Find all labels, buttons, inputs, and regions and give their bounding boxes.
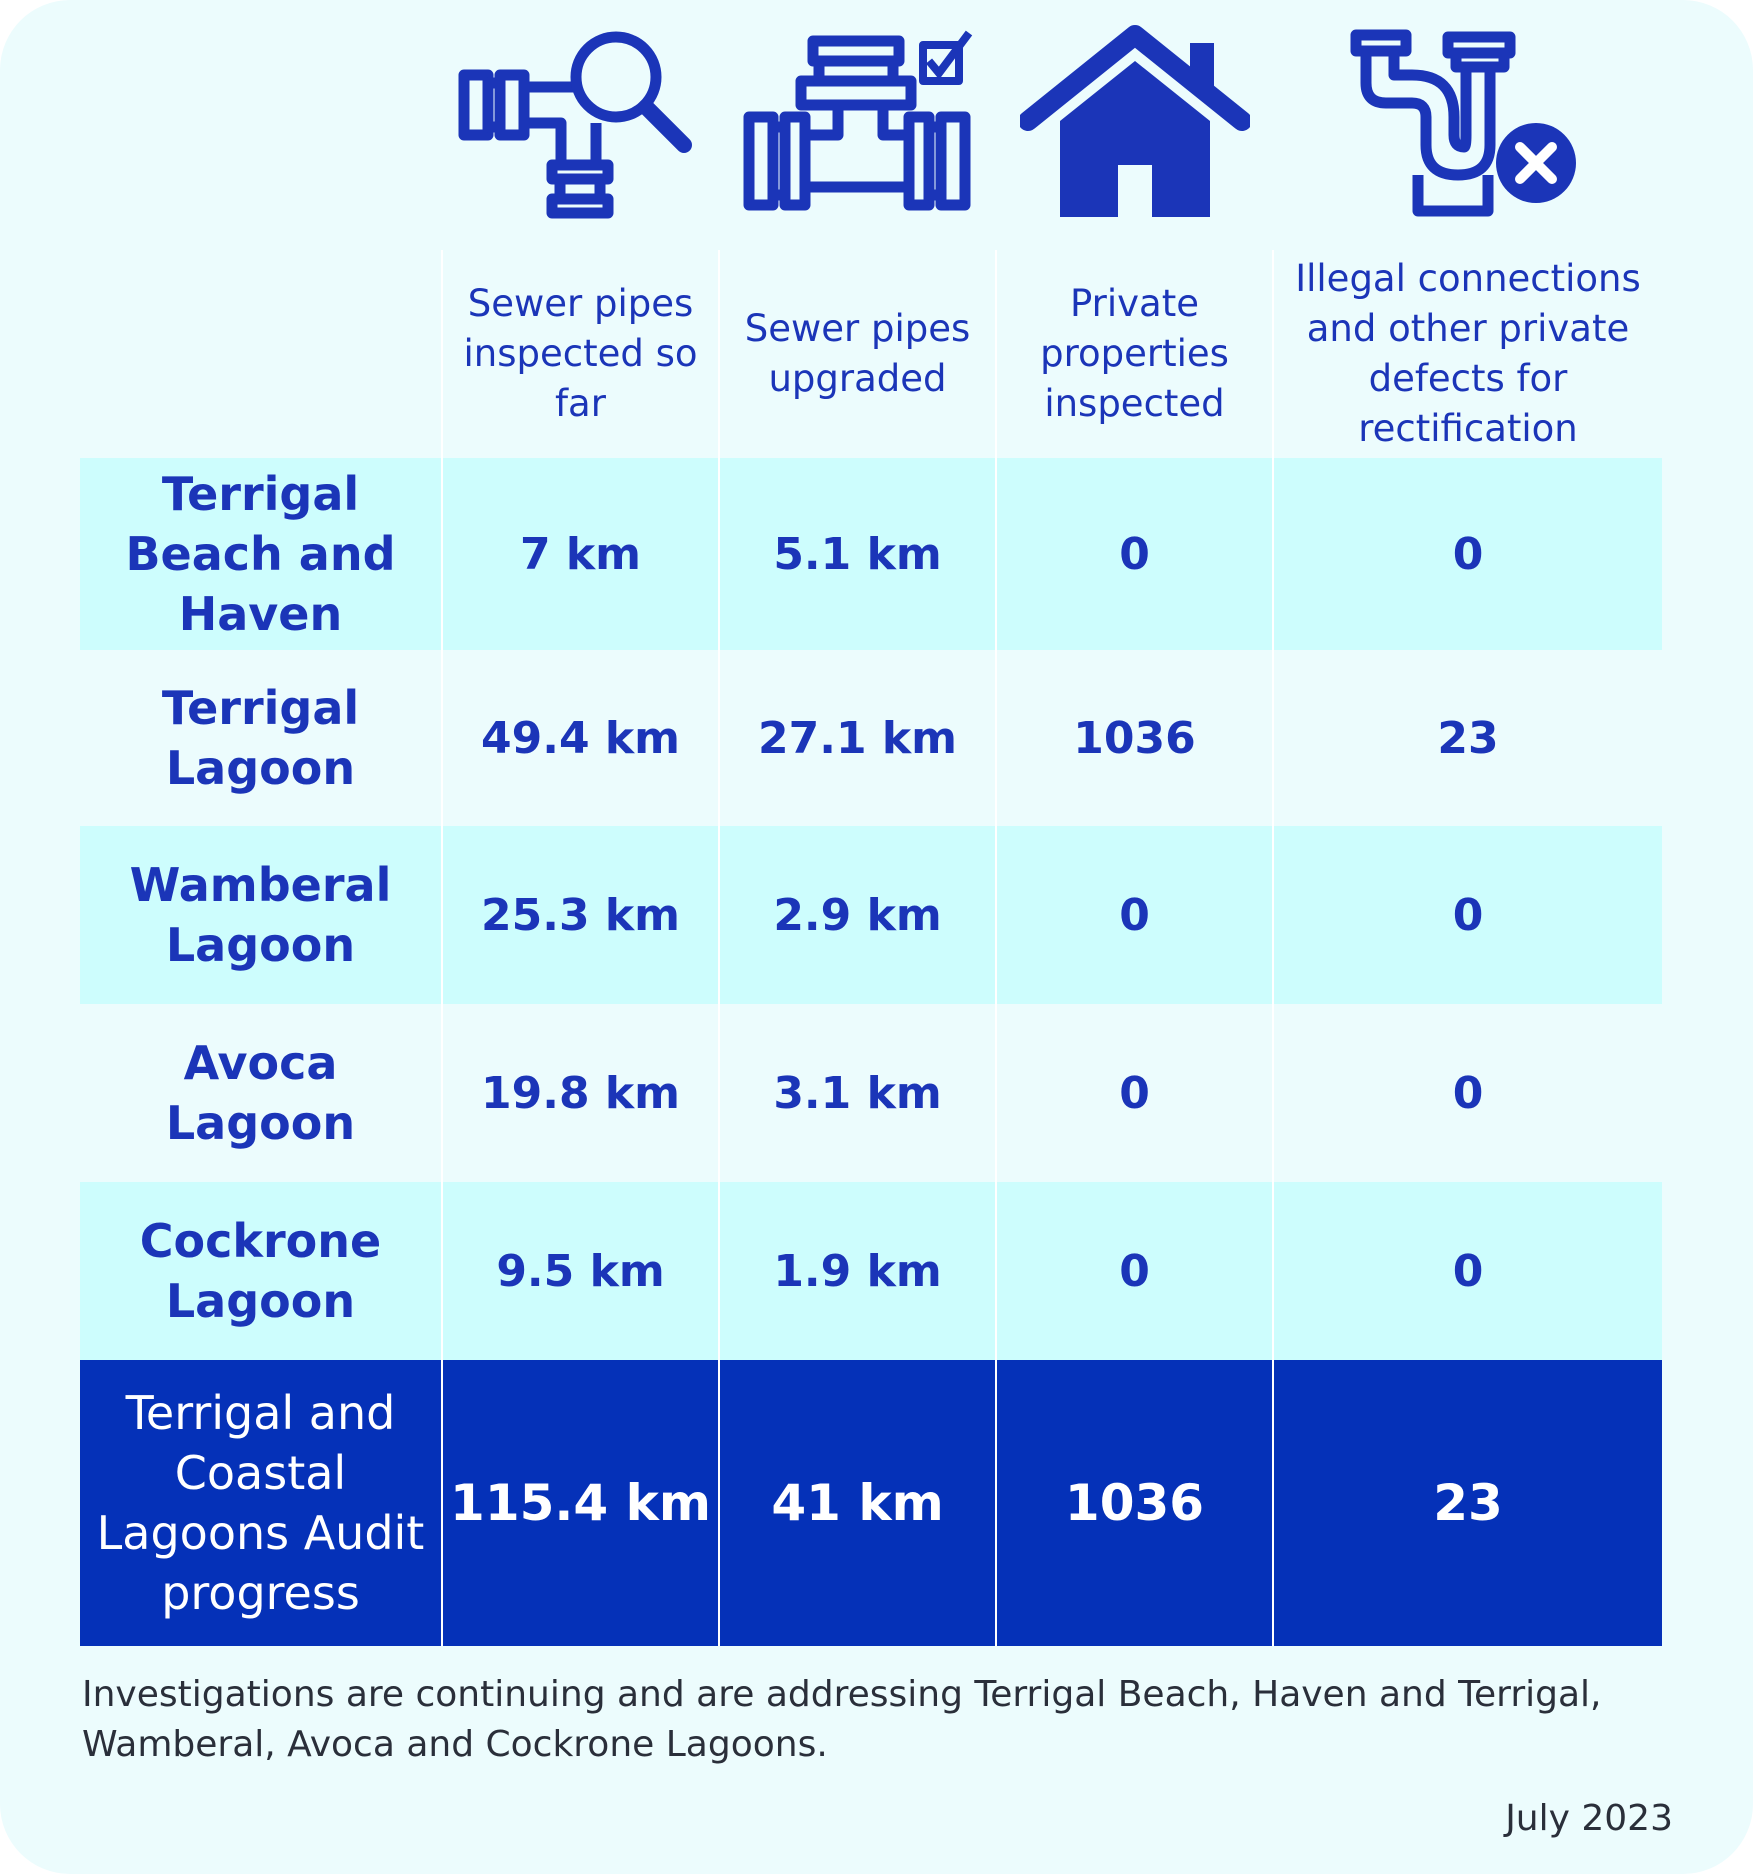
table-row: Terrigal Beach and Haven 7 km 5.1 km 0 0	[80, 458, 1662, 650]
total-label: Terrigal and Coastal Lagoons Audit progr…	[96, 1386, 425, 1620]
cell-defects: 0	[1272, 1004, 1662, 1182]
audit-table: Sewer pipes inspected so far Sewer pipes…	[80, 0, 1662, 1646]
cell-upgraded: 5.1 km	[718, 458, 995, 650]
total-defects: 23	[1272, 1360, 1662, 1646]
cell-defects: 0	[1272, 826, 1662, 1004]
cell-inspected: 19.8 km	[441, 1004, 718, 1182]
footnote: Investigations are continuing and are ad…	[82, 1674, 1602, 1765]
cell-properties: 0	[995, 1004, 1272, 1182]
row-location: Terrigal Beach and Haven	[125, 467, 396, 641]
header-defects: Illegal connections and other private de…	[1272, 250, 1662, 458]
row-location: Wamberal Lagoon	[129, 858, 392, 972]
cell-properties: 0	[995, 1182, 1272, 1360]
total-inspected: 115.4 km	[441, 1360, 718, 1646]
cell-upgraded: 3.1 km	[718, 1004, 995, 1182]
header-pipes-inspected: Sewer pipes inspected so far	[441, 250, 718, 458]
header-properties-inspected: Private properties inspected	[995, 250, 1272, 458]
pipe-inspection-icon	[441, 0, 718, 250]
total-upgraded: 41 km	[718, 1360, 995, 1646]
table-row: Cockrone Lagoon 9.5 km 1.9 km 0 0	[80, 1182, 1662, 1360]
row-location: Terrigal Lagoon	[161, 681, 360, 795]
cell-defects: 23	[1272, 650, 1662, 826]
cell-properties: 1036	[995, 650, 1272, 826]
cell-properties: 0	[995, 826, 1272, 1004]
cell-inspected: 49.4 km	[441, 650, 718, 826]
cell-properties: 0	[995, 458, 1272, 650]
table-row: Wamberal Lagoon 25.3 km 2.9 km 0 0	[80, 826, 1662, 1004]
header-row: Sewer pipes inspected so far Sewer pipes…	[80, 250, 1662, 458]
table-row: Terrigal Lagoon 49.4 km 27.1 km 1036 23	[80, 650, 1662, 826]
cell-defects: 0	[1272, 458, 1662, 650]
cell-inspected: 9.5 km	[441, 1182, 718, 1360]
house-icon	[995, 0, 1272, 250]
total-properties: 1036	[995, 1360, 1272, 1646]
header-pipes-upgraded: Sewer pipes upgraded	[718, 250, 995, 458]
icon-row	[80, 0, 1662, 250]
drain-pipe-cross-icon	[1272, 0, 1662, 250]
cell-upgraded: 27.1 km	[718, 650, 995, 826]
date-label: July 2023	[1505, 1798, 1673, 1839]
total-row: Terrigal and Coastal Lagoons Audit progr…	[80, 1360, 1662, 1646]
cell-upgraded: 2.9 km	[718, 826, 995, 1004]
pipe-upgraded-check-icon	[718, 0, 995, 250]
cell-inspected: 25.3 km	[441, 826, 718, 1004]
row-location: Avoca Lagoon	[165, 1036, 356, 1150]
table-row: Avoca Lagoon 19.8 km 3.1 km 0 0	[80, 1004, 1662, 1182]
row-location: Cockrone Lagoon	[139, 1214, 382, 1328]
cell-inspected: 7 km	[441, 458, 718, 650]
cell-upgraded: 1.9 km	[718, 1182, 995, 1360]
cell-defects: 0	[1272, 1182, 1662, 1360]
